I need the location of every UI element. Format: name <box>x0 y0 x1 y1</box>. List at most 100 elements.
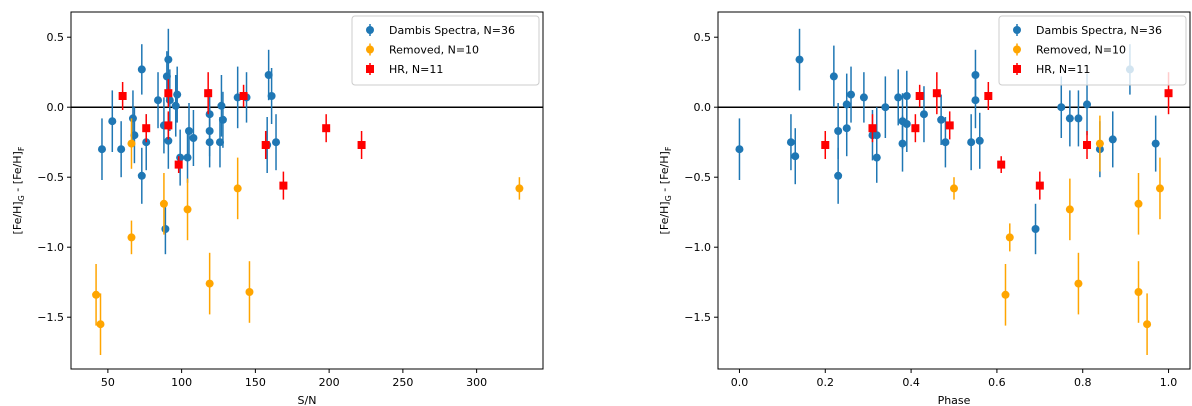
y-tick-label: 0.0 <box>47 101 65 114</box>
x-tick-label: 0.8 <box>1074 376 1092 389</box>
data-point <box>127 233 136 242</box>
legend-box <box>351 15 540 86</box>
data-point <box>279 181 288 190</box>
data-point <box>108 117 117 126</box>
x-tick-label: 300 <box>466 376 487 389</box>
legend-marker <box>366 45 374 54</box>
data-point <box>1074 279 1083 288</box>
y-tick-label: 0.5 <box>47 31 65 44</box>
data-point <box>205 138 214 147</box>
data-point <box>1001 290 1010 299</box>
data-point <box>164 136 173 145</box>
data-point <box>971 71 980 79</box>
plot-area <box>71 28 543 355</box>
data-point <box>264 71 273 79</box>
data-point <box>872 131 881 140</box>
data-point <box>164 55 173 64</box>
data-point <box>1095 139 1104 148</box>
x-axis-label: Phase <box>938 394 971 406</box>
data-point <box>1065 205 1074 214</box>
x-tick-label: 0.4 <box>902 376 920 389</box>
y-tick-label: −1.0 <box>37 241 64 254</box>
data-point <box>176 153 185 162</box>
data-point <box>1057 103 1066 112</box>
data-point <box>821 141 830 149</box>
data-point <box>357 141 366 149</box>
data-point <box>945 121 954 130</box>
x-tick-label: 0.2 <box>817 376 835 389</box>
data-point <box>950 184 958 193</box>
data-point <box>205 279 214 288</box>
data-point <box>1083 141 1092 149</box>
y-tick-label: 0.0 <box>694 101 712 114</box>
data-point <box>919 110 928 119</box>
y-tick-label: −0.5 <box>37 171 64 184</box>
data-point <box>161 225 170 233</box>
data-point <box>1143 320 1152 329</box>
data-point <box>915 92 924 100</box>
legend-label: Dambis Spectra, N=36 <box>389 24 515 37</box>
legend-marker <box>366 26 374 34</box>
y-axis-label: [Fe/H]G - [Fe/H]F <box>658 146 673 234</box>
data-point <box>902 120 911 128</box>
data-point <box>515 184 524 193</box>
x-tick-label: 150 <box>245 376 266 389</box>
x-tick-label: 0.6 <box>988 376 1006 389</box>
data-point <box>322 124 331 133</box>
legend-label: HR, N=11 <box>1036 63 1090 76</box>
data-point <box>118 92 127 100</box>
data-point <box>233 184 242 193</box>
data-point <box>267 92 276 100</box>
x-tick-label: 1.0 <box>1160 376 1178 389</box>
data-point <box>967 138 976 147</box>
y-tick-label: −0.5 <box>684 171 711 184</box>
data-point <box>272 138 281 147</box>
y-tick-label: 0.5 <box>694 31 712 44</box>
data-point <box>1074 114 1083 123</box>
data-point <box>1083 100 1092 109</box>
y-axis-label: [Fe/H]G - [Fe/H]F <box>11 146 26 234</box>
data-point <box>96 320 105 329</box>
data-point <box>130 131 139 140</box>
data-point <box>1134 199 1143 208</box>
data-point <box>164 121 173 130</box>
y-tick-label: −1.0 <box>684 241 711 254</box>
data-point <box>1134 288 1143 296</box>
data-point <box>92 290 101 299</box>
data-point <box>786 138 795 147</box>
data-point <box>842 100 851 109</box>
data-point <box>1151 139 1160 148</box>
data-point <box>127 139 136 148</box>
legend-marker <box>1013 45 1021 54</box>
data-point <box>1031 225 1040 233</box>
x-axis-label: S/N <box>298 394 317 406</box>
series-2 <box>92 118 524 355</box>
data-point <box>937 115 946 124</box>
data-point <box>834 171 843 180</box>
axes-frame <box>717 11 1191 370</box>
data-point <box>174 160 183 169</box>
data-point <box>881 103 890 112</box>
data-point <box>239 92 248 100</box>
legend-marker <box>1013 26 1021 34</box>
data-point <box>1065 114 1074 123</box>
data-point <box>137 65 146 74</box>
data-point <box>911 124 920 133</box>
data-point <box>997 160 1006 169</box>
data-point <box>1108 135 1117 144</box>
data-point <box>941 138 950 147</box>
y-tick-label: −1.5 <box>37 311 64 324</box>
legend-marker <box>366 65 374 73</box>
data-point <box>847 90 856 99</box>
data-point <box>868 124 877 133</box>
data-point <box>1164 89 1173 98</box>
data-point <box>164 89 173 98</box>
legend-label: Dambis Spectra, N=36 <box>1036 24 1162 37</box>
data-point <box>795 55 804 64</box>
data-point <box>204 89 213 98</box>
chart-1: −1.5 −1.0 −0.5 0.0 0.5 50 100 150 200 250 300 S/N [F… <box>11 11 544 406</box>
data-point <box>215 138 224 147</box>
series-1 <box>97 28 281 255</box>
series-3 <box>118 72 366 200</box>
